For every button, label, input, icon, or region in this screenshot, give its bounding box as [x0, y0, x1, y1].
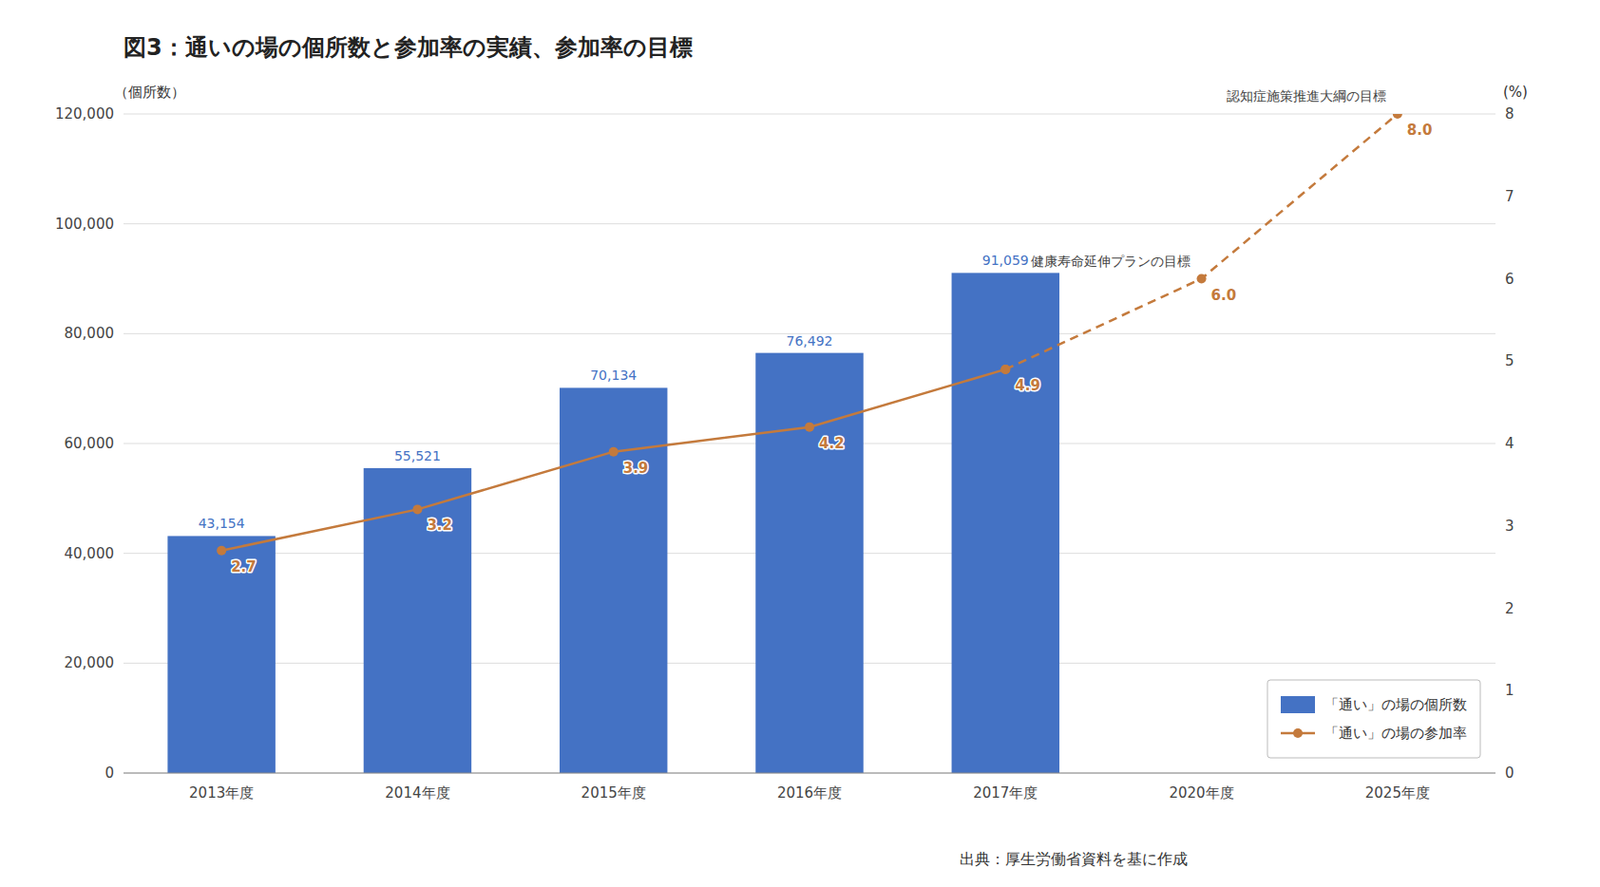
- line-point: [1197, 274, 1207, 285]
- x-tick-label: 2025年度: [1365, 784, 1430, 802]
- y-tick-label: 20,000: [64, 654, 115, 672]
- x-tick-label: 2017年度: [972, 784, 1038, 802]
- bar: [559, 387, 667, 774]
- x-tick-label: 2015年度: [581, 784, 647, 802]
- y2-tick-label: 4: [1504, 435, 1515, 453]
- legend-swatch: [1280, 696, 1315, 714]
- source: 出典：厚生労働省資料を基に作成: [959, 850, 1188, 869]
- bar: [167, 535, 275, 774]
- y2-tick-label: 6: [1504, 270, 1515, 288]
- line-label: 3.9: [623, 459, 649, 477]
- bar: [952, 272, 1060, 774]
- line-point: [1000, 364, 1010, 375]
- bar-label: 70,134: [590, 367, 637, 383]
- y-tick-label: 0: [104, 764, 115, 782]
- line-point: [609, 447, 619, 458]
- line-point: [1392, 114, 1403, 119]
- plot-area: [167, 114, 1402, 774]
- line-label: 6.0: [1211, 286, 1238, 305]
- bar-label: 91,059: [982, 252, 1029, 268]
- y2-tick-label: 8: [1504, 105, 1515, 123]
- x-tick-label: 2020年度: [1168, 784, 1234, 802]
- line-label: 4.9: [1014, 377, 1041, 395]
- grid-line: [123, 223, 1496, 225]
- x-axis-line: [123, 773, 1496, 775]
- title: 図3：通いの場の個所数と参加率の実績、参加率の目標: [123, 34, 693, 61]
- legend-label: 「通い」の場の個所数: [1324, 696, 1467, 714]
- chart: 図3：通いの場の個所数と参加率の実績、参加率の目標020,00040,00060…: [0, 0, 1600, 887]
- line-label: 4.2: [819, 435, 845, 453]
- y-tick-label: 60,000: [64, 435, 115, 453]
- y-tick-label: 40,000: [64, 545, 115, 563]
- line-point: [412, 504, 422, 515]
- y2-tick-label: 3: [1504, 517, 1515, 535]
- legend-marker: [1293, 728, 1303, 739]
- x-tick-label: 2014年度: [384, 784, 450, 802]
- y2-tick-label: 0: [1504, 764, 1515, 782]
- bar-label: 76,492: [786, 333, 834, 349]
- line-point: [804, 422, 815, 433]
- x-tick-label: 2013年度: [189, 784, 254, 802]
- y-tick-label: 100,000: [55, 215, 115, 233]
- data-labels: 43,154 55,521 70,134 76,492 91,059 2.7 3.2 3.9 4…: [198, 121, 1433, 576]
- line-label: 8.0: [1407, 121, 1433, 139]
- y2-tick-label: 1: [1504, 682, 1515, 700]
- annotation: 健康寿命延伸プランの目標: [1030, 253, 1191, 269]
- legend: 「通い」の場の個所数「通い」の場の参加率: [1267, 680, 1481, 759]
- y-tick-label: 80,000: [64, 324, 115, 343]
- legend-label: 「通い」の場の参加率: [1324, 724, 1467, 743]
- x-tick-label: 2016年度: [777, 784, 842, 802]
- line-point: [1000, 364, 1010, 375]
- grid: [123, 114, 1496, 774]
- line: [221, 369, 1006, 552]
- legend-box: [1267, 680, 1481, 759]
- y2-tick-label: 5: [1504, 352, 1515, 370]
- line-point: [216, 546, 227, 556]
- y-tick-label: 120,000: [55, 105, 115, 123]
- line: [1005, 114, 1398, 370]
- annotation: 認知症施策推進大綱の目標: [1226, 88, 1387, 104]
- grid-line: [123, 773, 1496, 775]
- bar-label: 43,154: [198, 515, 246, 532]
- y2-tick-label: 7: [1504, 188, 1515, 206]
- bar: [363, 468, 472, 774]
- line-label: 2.7: [230, 558, 257, 576]
- y2-axis-label: (%): [1503, 83, 1528, 101]
- grid-line: [123, 114, 1496, 115]
- y-axis-label: （個所数）: [114, 83, 186, 101]
- line-label: 3.2: [426, 516, 453, 534]
- y2-tick-label: 2: [1504, 600, 1515, 618]
- bar-label: 55,521: [394, 448, 441, 464]
